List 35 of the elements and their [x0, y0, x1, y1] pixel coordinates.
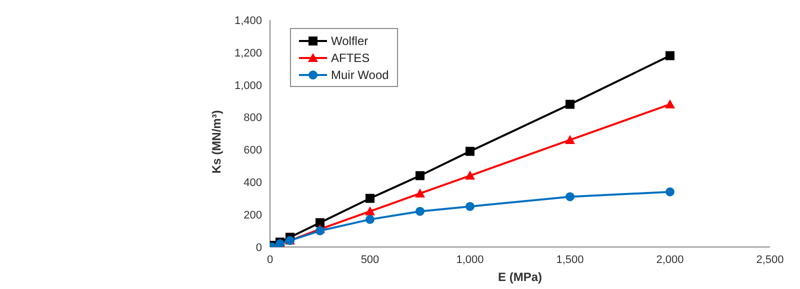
x-tick-label: 2,500: [756, 254, 784, 266]
y-tick-label: 600: [244, 144, 262, 157]
y-tick-label: 1,000: [234, 80, 262, 92]
point: [466, 202, 474, 211]
point: [666, 187, 674, 196]
legend-label: Muir Wood: [331, 68, 389, 82]
point: [665, 99, 675, 108]
y-tick-label: 1,400: [234, 14, 262, 27]
point: [465, 170, 475, 180]
legend-label: AFTES: [331, 50, 370, 64]
point: [566, 192, 574, 202]
x-tick-label: 500: [360, 254, 380, 266]
point: [316, 218, 324, 228]
point: [466, 146, 474, 156]
point: [366, 214, 374, 224]
x-tick-label: 1,500: [556, 254, 584, 266]
x-tick-label: 2,000: [656, 254, 684, 266]
y-axis-title: Ks (MN/m³): [209, 110, 224, 174]
y-tick-label: 800: [244, 112, 262, 124]
point: [365, 206, 375, 216]
x-axis-title: E (MPa): [498, 270, 542, 284]
y-tick-label: 200: [244, 209, 262, 222]
point: [416, 206, 424, 216]
point: [666, 51, 674, 60]
x-tick-label: 0: [266, 254, 274, 266]
legend-label: Wolfler: [331, 34, 368, 48]
y-tick-label: 400: [244, 177, 262, 190]
y-tick-label: 0: [256, 242, 262, 254]
point: [366, 194, 374, 203]
point: [416, 171, 424, 180]
point: [415, 188, 425, 198]
point: [565, 134, 575, 144]
point: [566, 100, 574, 109]
y-tick-label: 1,200: [234, 47, 262, 60]
x-tick-label: 1,000: [456, 254, 484, 266]
